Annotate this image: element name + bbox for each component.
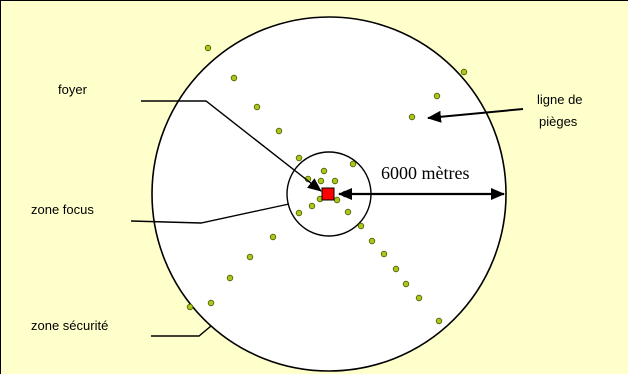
- trap-point: [433, 92, 441, 100]
- trap-point: [344, 208, 352, 216]
- zone-securite-leader: [151, 325, 212, 337]
- zone-focus-leader: [130, 203, 290, 224]
- trap-point: [207, 299, 215, 307]
- trap-point: [415, 294, 423, 302]
- foyer-label: foyer: [58, 82, 88, 97]
- trap-point: [308, 202, 316, 210]
- trap-point: [357, 222, 365, 230]
- trap-point: [295, 209, 303, 217]
- trap-point: [295, 154, 303, 162]
- foyer-marker: [321, 187, 335, 201]
- trap-point: [253, 103, 261, 111]
- trap-point: [380, 250, 388, 258]
- trap-point: [349, 160, 357, 168]
- zone-focus-label: zone focus: [31, 202, 94, 217]
- foyer-leader: [141, 100, 322, 192]
- trap-point: [226, 274, 234, 282]
- distance-label: 6000 mètres: [381, 163, 469, 183]
- trap-point: [186, 303, 194, 311]
- ligne-pieges-arrow: [427, 108, 524, 123]
- trap-point: [246, 253, 254, 261]
- trap-point: [317, 177, 325, 185]
- zone-securite-label: zone sécurité: [31, 318, 108, 333]
- trap-point: [368, 237, 376, 245]
- trap-point: [460, 68, 468, 76]
- trap-point: [204, 44, 212, 52]
- pieges-label: pièges: [539, 114, 578, 129]
- trap-point: [320, 167, 328, 175]
- trap-point: [230, 74, 238, 82]
- trap-point: [331, 177, 339, 185]
- ligne-de-label: ligne de: [537, 92, 583, 107]
- trap-point: [392, 265, 400, 273]
- trap-point: [408, 113, 416, 121]
- trap-point: [402, 280, 410, 288]
- trap-point: [275, 127, 283, 135]
- trap-point: [269, 233, 277, 241]
- trap-point: [435, 317, 443, 325]
- trap-point: [333, 196, 341, 204]
